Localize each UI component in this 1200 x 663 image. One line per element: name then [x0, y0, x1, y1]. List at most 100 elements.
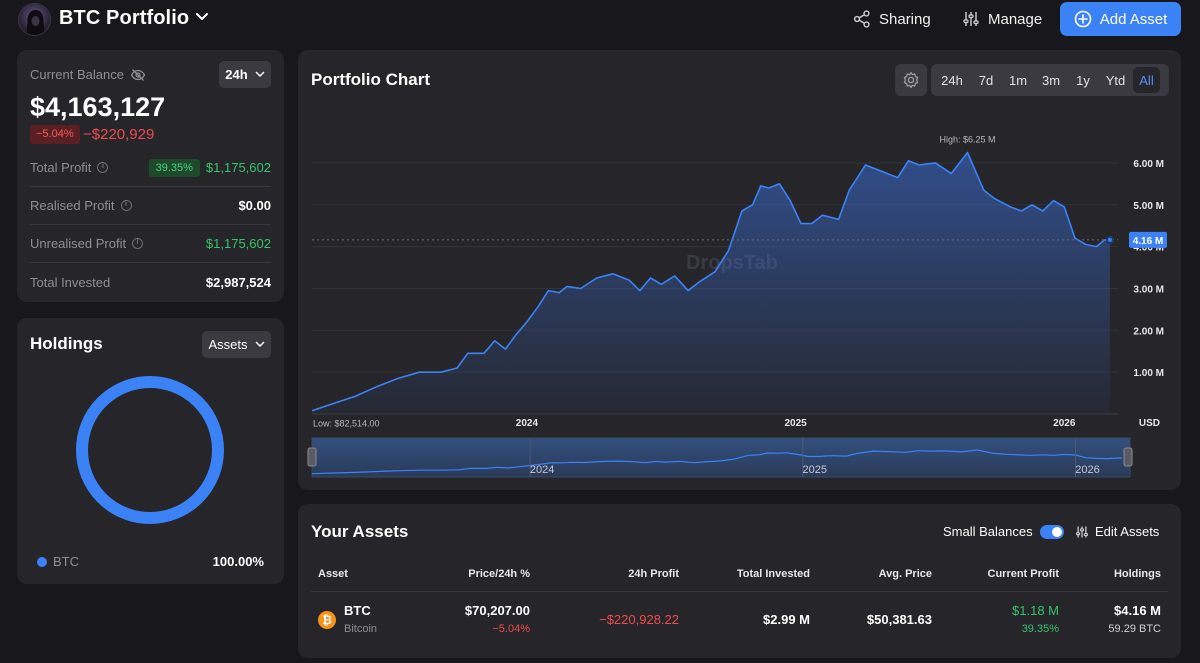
x-tick-label: 2024	[516, 418, 539, 429]
chevron-down-icon	[255, 71, 265, 78]
unrealised-profit-value: $1,175,602	[205, 236, 271, 251]
y-tick-label: 2.00 M	[1133, 326, 1164, 337]
series-area	[312, 152, 1110, 414]
holdings-card: Holdings Assets BTC 100.00%	[17, 318, 284, 584]
header: BTC Portfolio Sharing Manage Add Asset	[0, 0, 1200, 40]
small-balances-toggle[interactable]	[1039, 524, 1064, 539]
navigator-handle-left[interactable]	[307, 447, 317, 467]
total-profit-value: $1,175,602	[205, 160, 271, 175]
y-tick-label: 3.00 M	[1133, 284, 1164, 295]
unrealised-profit-row: Unrealised Profit $1,175,602	[30, 225, 271, 263]
holdings-view-selector[interactable]: Assets	[202, 331, 271, 358]
chevron-down-icon[interactable]	[195, 12, 209, 22]
manage-label: Manage	[988, 10, 1043, 28]
edit-assets-button[interactable]: Edit Assets	[1075, 524, 1159, 539]
asset-current-profit-pct: 39.35%	[1021, 623, 1059, 635]
x-tick-label: 2025	[784, 418, 807, 429]
column-header-total-invested[interactable]: Total Invested	[736, 568, 810, 580]
column-header-asset[interactable]: Asset	[318, 568, 348, 580]
balance-card: Current Balance 24h $4,163,127 −5.04% −$…	[17, 50, 284, 302]
current-balance-label-text: Current Balance	[30, 67, 124, 82]
asset-total-invested: $2.99 M	[763, 612, 810, 627]
asset-symbol: BTC	[344, 603, 371, 618]
holdings-title: Holdings	[30, 334, 103, 353]
navigator-handle-right[interactable]	[1123, 447, 1133, 467]
asset-price: $70,207.00	[464, 603, 530, 618]
portfolio-chart: 1.00 M2.00 M3.00 M4.00 M5.00 M6.00 MDrop…	[307, 134, 1167, 478]
legend-asset-pct: 100.00%	[212, 554, 264, 569]
column-header-current-profit[interactable]: Current Profit	[987, 568, 1060, 580]
chart-settings-button[interactable]	[895, 64, 927, 96]
unrealised-profit-label: Unrealised Profit	[30, 236, 144, 251]
your-assets-card: Your Assets Small Balances Edit Assets A…	[298, 504, 1181, 658]
asset-avg-price: $50,381.63	[866, 612, 932, 627]
sliders-icon	[963, 12, 979, 26]
realised-profit-value: $0.00	[238, 198, 271, 213]
current-value-label: 4.16 M	[1133, 236, 1164, 247]
range-1y[interactable]: 1y	[1076, 72, 1090, 88]
total-invested-value: $2,987,524	[205, 274, 271, 290]
navigator-line	[311, 449, 1122, 475]
holdings-view-label: Assets	[208, 337, 248, 352]
avatar[interactable]	[18, 3, 51, 36]
manage-button[interactable]: Manage	[962, 6, 1042, 32]
holdings-donut-chart	[76, 376, 224, 524]
donut-slice-btc[interactable]	[76, 376, 224, 524]
y-tick-label: 5.00 M	[1133, 201, 1164, 212]
add-asset-button[interactable]: Add Asset	[1060, 2, 1181, 36]
navigator-tick-label: 2024	[530, 464, 554, 476]
eye-off-icon[interactable]	[130, 68, 146, 82]
chart-title: Portfolio Chart	[311, 70, 430, 89]
asset-holdings-value: $4.16 M	[1114, 603, 1161, 618]
sharing-label: Sharing	[879, 10, 931, 28]
asset-current-profit: $1.18 M	[1012, 603, 1059, 618]
balance-value: $4,163,127	[30, 92, 166, 122]
range-3m[interactable]: 3m	[1041, 72, 1061, 88]
total-profit-label: Total Profit	[30, 160, 109, 175]
asset-price-change: −5.04%	[492, 623, 530, 635]
y-tick-label: 1.00 M	[1133, 368, 1164, 379]
plus-circle-icon	[1074, 10, 1092, 28]
edit-assets-label: Edit Assets	[1095, 524, 1160, 539]
info-icon[interactable]	[120, 199, 132, 211]
range-ytd[interactable]: Ytd	[1105, 72, 1126, 88]
info-icon[interactable]	[97, 161, 109, 173]
high-label: High: $6.25 M	[940, 134, 996, 144]
y-tick-label: 4.00 M	[1133, 243, 1164, 254]
realised-profit-label: Realised Profit	[30, 198, 132, 213]
realised-profit-label-text: Realised Profit	[30, 198, 115, 213]
low-label: Low: $82,514.00	[313, 419, 380, 429]
holdings-legend-item[interactable]: BTC	[37, 554, 79, 569]
page-title[interactable]: BTC Portfolio	[59, 7, 190, 29]
range-7d[interactable]: 7d	[978, 72, 994, 88]
balance-change-pct: −5.04%	[30, 125, 80, 144]
range-all[interactable]: All	[1133, 67, 1160, 93]
x-tick-label: 2026	[1053, 418, 1076, 429]
hooded-figure-icon	[26, 10, 45, 35]
column-header-holdings[interactable]: Holdings	[1113, 568, 1161, 580]
period-selector[interactable]: 24h	[219, 61, 271, 88]
range-1m[interactable]: 1m	[1008, 72, 1028, 88]
bitcoin-icon: ₿	[318, 611, 336, 629]
column-header-price[interactable]: Price/24h %	[468, 568, 530, 580]
realised-profit-row: Realised Profit $0.00	[30, 187, 271, 225]
table-divider	[311, 591, 1168, 592]
small-balances-control: Small Balances	[943, 524, 1064, 539]
gear-icon	[903, 71, 919, 89]
y-tick-label: 6.00 M	[1133, 159, 1164, 170]
range-24h[interactable]: 24h	[941, 72, 963, 88]
total-invested-row: Total Invested $2,987,524	[30, 263, 271, 301]
asset-24h-profit: −$220,928.22	[599, 612, 679, 627]
navigator-tick-label: 2026	[1075, 464, 1099, 476]
asset-holdings-amount: 59.29 BTC	[1108, 623, 1161, 635]
total-profit-value-group: 39.35% $1,175,602	[148, 158, 271, 177]
asset-name: Bitcoin	[344, 623, 378, 635]
column-header-avg-price[interactable]: Avg. Price	[878, 568, 932, 580]
chevron-down-icon	[254, 341, 265, 348]
sharing-button[interactable]: Sharing	[853, 6, 931, 32]
legend-asset-name: BTC	[53, 554, 79, 569]
navigator-tick-label: 2025	[803, 464, 827, 476]
column-header-24h-profit[interactable]: 24h Profit	[628, 568, 679, 580]
info-icon[interactable]	[132, 237, 144, 249]
add-asset-label: Add Asset	[1099, 10, 1168, 28]
